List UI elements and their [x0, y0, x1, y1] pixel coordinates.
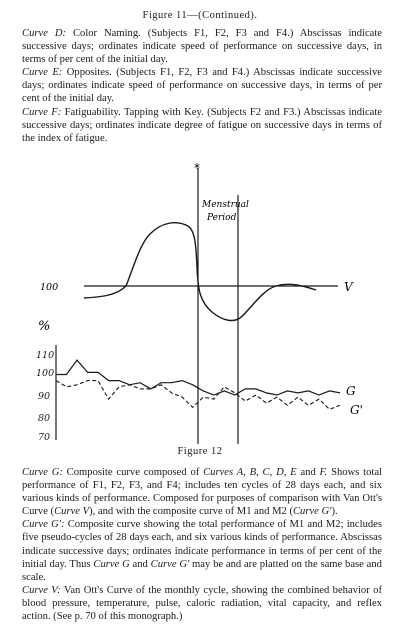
v-curve [83, 222, 317, 322]
curve-g-prime-text-2: and [129, 558, 151, 570]
figure-caption: Figure 12 [177, 446, 223, 457]
curve-f-paragraph: Curve F: Fatiguability. Tapping with Key… [22, 106, 382, 145]
g-series-label: G [346, 384, 356, 398]
curve-g-ref-1: Curves A, B, C, D, E [203, 467, 297, 478]
curve-g-prime-text-3: may be and are platted on the same base … [22, 558, 382, 583]
v-curve-label: V [344, 280, 354, 294]
curve-e-paragraph: Curve E: Opposites. (Subjects F1, F2, F3… [22, 66, 382, 105]
tick-80: 80 [38, 413, 50, 424]
curve-v-label: Curve V: [22, 584, 61, 596]
g-prime-series-label: G' [350, 403, 363, 417]
curve-f-label: Curve F: [22, 106, 62, 118]
bottom-description: Curve G: Composite curve composed of Cur… [22, 466, 382, 623]
curve-f-text: Fatiguability. Tapping with Key. (Subjec… [22, 106, 382, 144]
curve-g-ref-2: F. [319, 467, 328, 478]
v-100-label: 100 [40, 282, 58, 293]
curve-g-text-3: Shows total performance of F1, F2, F3, a… [22, 467, 382, 518]
period-label: Period [206, 213, 237, 223]
curve-g-text-4: ), and with the composite curve of M1 an… [89, 506, 293, 518]
curve-g-prime-label: Curve G': [22, 519, 65, 531]
curve-v-text: Van Ott's Curve of the monthly cycle, sh… [22, 584, 382, 623]
curve-g-prime-text-1: Composite curve showing the total perfor… [22, 519, 382, 570]
tick-110: 110 [36, 350, 54, 361]
curve-g-text-1: Composite curve composed of [62, 467, 204, 478]
top-description: Curve D: Color Naming. (Subjects F1, F2,… [22, 27, 382, 145]
star-marker: * [194, 161, 200, 175]
curve-g-prime-ref-2: Curve G' [150, 558, 190, 570]
g-prime-series-line [55, 380, 341, 411]
curve-d-paragraph: Curve D: Color Naming. (Subjects F1, F2,… [22, 27, 382, 66]
curve-g-label: Curve G: [22, 467, 63, 478]
curve-v-paragraph: Curve V: Van Ott's Curve of the monthly … [22, 584, 382, 623]
curve-e-label: Curve E: [22, 67, 63, 79]
curve-g-prime-paragraph: Curve G': Composite curve showing the to… [22, 518, 382, 583]
tick-90: 90 [38, 391, 50, 402]
tick-70: 70 [38, 432, 50, 443]
v-chart [83, 168, 338, 444]
curve-d-text: Color Naming. (Subjects F1, F2, F3 and F… [22, 28, 383, 66]
curve-g-ref-4: Curve G' [292, 506, 332, 518]
g-chart-ticks: 110 100 90 80 70 [36, 350, 54, 443]
curve-g-paragraph: Curve G: Composite curve composed of Cur… [22, 466, 382, 518]
percent-axis-label: % [38, 319, 50, 334]
curve-e-text: Opposites. (Subjects F1, F2, F3 and F4.)… [22, 67, 382, 105]
tick-100: 100 [36, 368, 54, 379]
curve-g-prime-ref-1: Curve G [93, 558, 130, 570]
curve-g-text-2: and [296, 467, 320, 478]
g-series-line [56, 359, 341, 396]
curve-d-label: Curve D: [22, 28, 67, 39]
figure-title: Figure 11—(Continued). [142, 10, 258, 21]
curve-g-text-5: ). [331, 506, 338, 518]
menstrual-label: Menstrual [201, 200, 249, 210]
curve-g-ref-3: Curve V [54, 506, 90, 518]
